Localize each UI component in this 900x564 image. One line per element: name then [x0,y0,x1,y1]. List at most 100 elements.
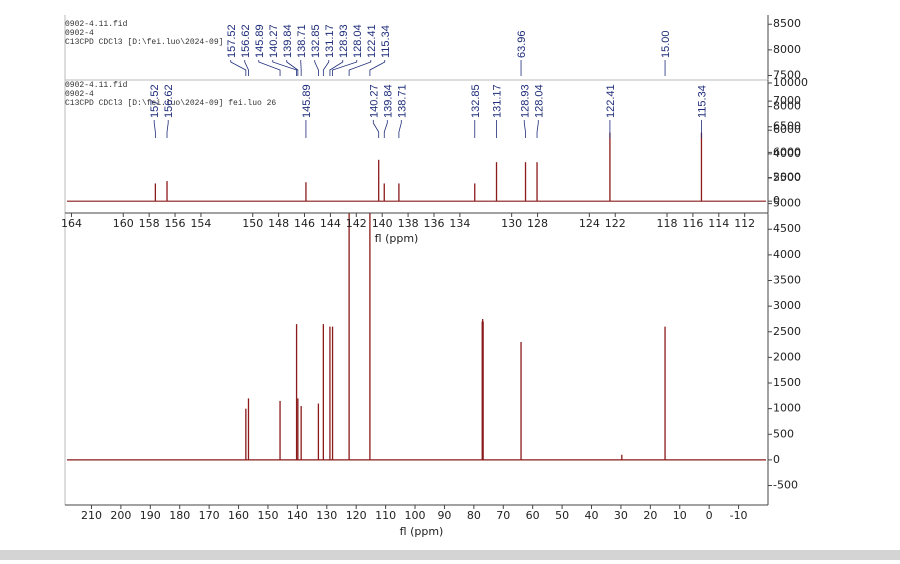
x-tick-label: 40 [585,509,599,522]
x-tick-label: 150 [242,217,263,230]
y-tick-label: 2000 [773,350,801,363]
peak-label: 145.89 [301,84,313,118]
x-tick-label: 160 [228,509,249,522]
x-tick-label: 170 [199,509,220,522]
x-tick-label: 154 [190,217,211,230]
peak-label: 122.41 [366,24,378,58]
x-tick-label: 128 [527,217,548,230]
peak-label: 157.52 [149,84,161,118]
x-tick-label: 70 [496,509,510,522]
y-tick-label: 10000 [773,76,808,89]
x-tick-label: 190 [140,509,161,522]
x-tick-label: 142 [346,217,367,230]
peak-label: 140.27 [368,84,380,118]
x-tick-label: 30 [614,509,628,522]
peak-label: 139.84 [382,84,394,118]
x-tick-label: 160 [113,217,134,230]
x-tick-label: -10 [730,509,748,522]
x-tick-label: 150 [257,509,278,522]
header-line: 0902-4 [65,90,94,99]
x-tick-label: 130 [316,509,337,522]
peak-label: 132.85 [310,24,322,58]
x-axis-label: fl (ppm) [375,232,419,245]
y-tick-label: 1000 [773,402,801,415]
y-tick-label: 8000 [773,100,801,113]
peak-label: 157.52 [226,24,238,58]
y-tick-label: 1500 [773,376,801,389]
peak-label: 156.62 [163,84,175,118]
header-line: 0902-4 [65,29,94,38]
peak-label: 128.93 [519,84,531,118]
y-tick-label: 500 [773,427,794,440]
y-tick-label: 3000 [773,299,801,312]
x-tick-label: 164 [61,217,82,230]
x-tick-label: 148 [268,217,289,230]
peak-label: 156.62 [240,24,252,58]
header-line: 0902-4.11.fid [65,20,128,29]
peak-label: 139.84 [282,24,294,58]
y-tick-label: 0 [773,194,780,207]
x-tick-label: 60 [526,509,540,522]
x-tick-label: 158 [139,217,160,230]
x-tick-label: 100 [405,509,426,522]
x-tick-label: 134 [449,217,470,230]
x-tick-label: 180 [169,509,190,522]
x-tick-label: 146 [294,217,315,230]
y-tick-label: 8000 [773,43,801,56]
peak-label: 131.17 [492,84,504,118]
x-tick-label: 210 [81,509,102,522]
x-tick-label: 156 [165,217,186,230]
y-tick-label: 6000 [773,123,801,136]
x-tick-label: 120 [346,509,367,522]
x-tick-label: 124 [579,217,600,230]
peak-label: 132.85 [470,84,482,118]
x-tick-label: 138 [398,217,419,230]
x-tick-label: 130 [501,217,522,230]
y-tick-label: 4500 [773,222,801,235]
x-tick-label: 20 [643,509,657,522]
x-tick-label: 112 [734,217,755,230]
peak-label: 131.17 [324,24,336,58]
peak-label: 63.96 [516,30,528,58]
x-tick-label: 50 [555,509,569,522]
x-tick-label: 116 [682,217,703,230]
x-tick-label: 144 [320,217,341,230]
peak-label: 145.89 [254,24,266,58]
peak-label: 122.41 [605,84,617,118]
peak-label: 15.00 [660,30,672,58]
bottom-bar [0,550,900,560]
y-tick-label: 2000 [773,171,801,184]
x-tick-label: 136 [423,217,444,230]
peak-label: 115.34 [380,25,392,58]
peak-label: 115.34 [696,85,708,118]
y-tick-label: 3500 [773,274,801,287]
peak-label: 138.71 [296,24,308,58]
x-tick-label: 0 [706,509,713,522]
peak-label: 140.27 [268,24,280,58]
x-tick-label: 80 [467,509,481,522]
y-tick-label: 4000 [773,248,801,261]
x-tick-label: 140 [372,217,393,230]
y-tick-label: -500 [773,479,798,492]
y-tick-label: 0 [773,453,780,466]
y-tick-label: 2500 [773,325,801,338]
peak-label: 128.93 [338,24,350,58]
x-tick-label: 118 [657,217,678,230]
peak-label: 138.71 [396,84,408,118]
x-tick-label: 200 [110,509,131,522]
y-tick-label: 8500 [773,17,801,30]
peak-label: 128.04 [352,24,364,58]
x-tick-label: 122 [605,217,626,230]
x-tick-label: 10 [673,509,687,522]
x-axis-label: fl (ppm) [400,525,444,538]
x-tick-label: 110 [375,509,396,522]
header-line: C13CPD CDCl3 [D:\fei.luo\2024-09] [65,38,223,47]
header-line: 0902-4.11.fid [65,81,128,90]
peak-label: 128.04 [533,84,545,118]
y-tick-label: 4000 [773,147,801,160]
x-tick-label: 140 [287,509,308,522]
x-tick-label: 90 [437,509,451,522]
x-tick-label: 114 [708,217,729,230]
